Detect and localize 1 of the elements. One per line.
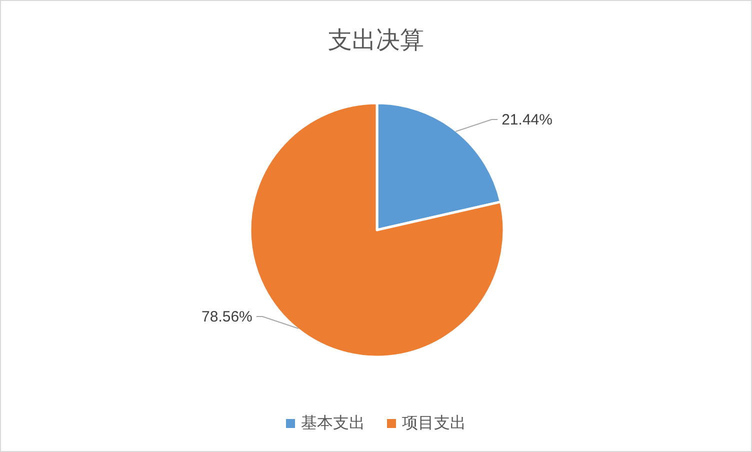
title: 支出决算 — [328, 27, 424, 54]
